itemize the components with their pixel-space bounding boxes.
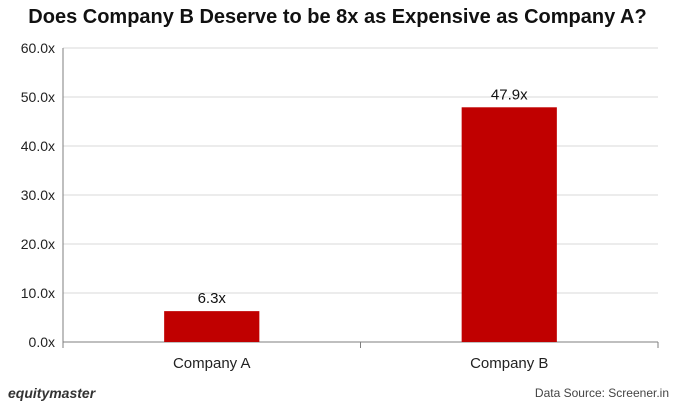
y-tick-label: 50.0x — [21, 89, 55, 105]
labels: 0.0x 10.0x 20.0x 30.0x 40.0x 50.0x 60.0x 6.3x Co… — [21, 40, 549, 372]
x-category-label: Company A — [173, 355, 251, 372]
gridlines — [63, 47, 658, 294]
y-tick-label: 60.0x — [21, 40, 55, 56]
y-tick-label: 0.0x — [29, 334, 55, 350]
bars — [164, 107, 557, 342]
chart-title: Does Company B Deserve to be 8x as Expen… — [28, 6, 647, 28]
y-tick-label: 30.0x — [21, 187, 55, 203]
x-category-label: Company B — [470, 355, 548, 372]
data-source: Data Source: Screener.in — [534, 386, 669, 400]
axes — [62, 48, 659, 348]
bar-company-a — [164, 311, 260, 342]
y-tick-label: 20.0x — [21, 236, 55, 252]
data-label: 47.9x — [491, 86, 528, 103]
brand-logo: equitymaster — [8, 385, 96, 401]
y-tick-label: 40.0x — [21, 138, 55, 154]
y-tick-label: 10.0x — [21, 285, 55, 301]
data-label: 6.3x — [198, 290, 227, 307]
bar-company-b — [461, 107, 557, 342]
